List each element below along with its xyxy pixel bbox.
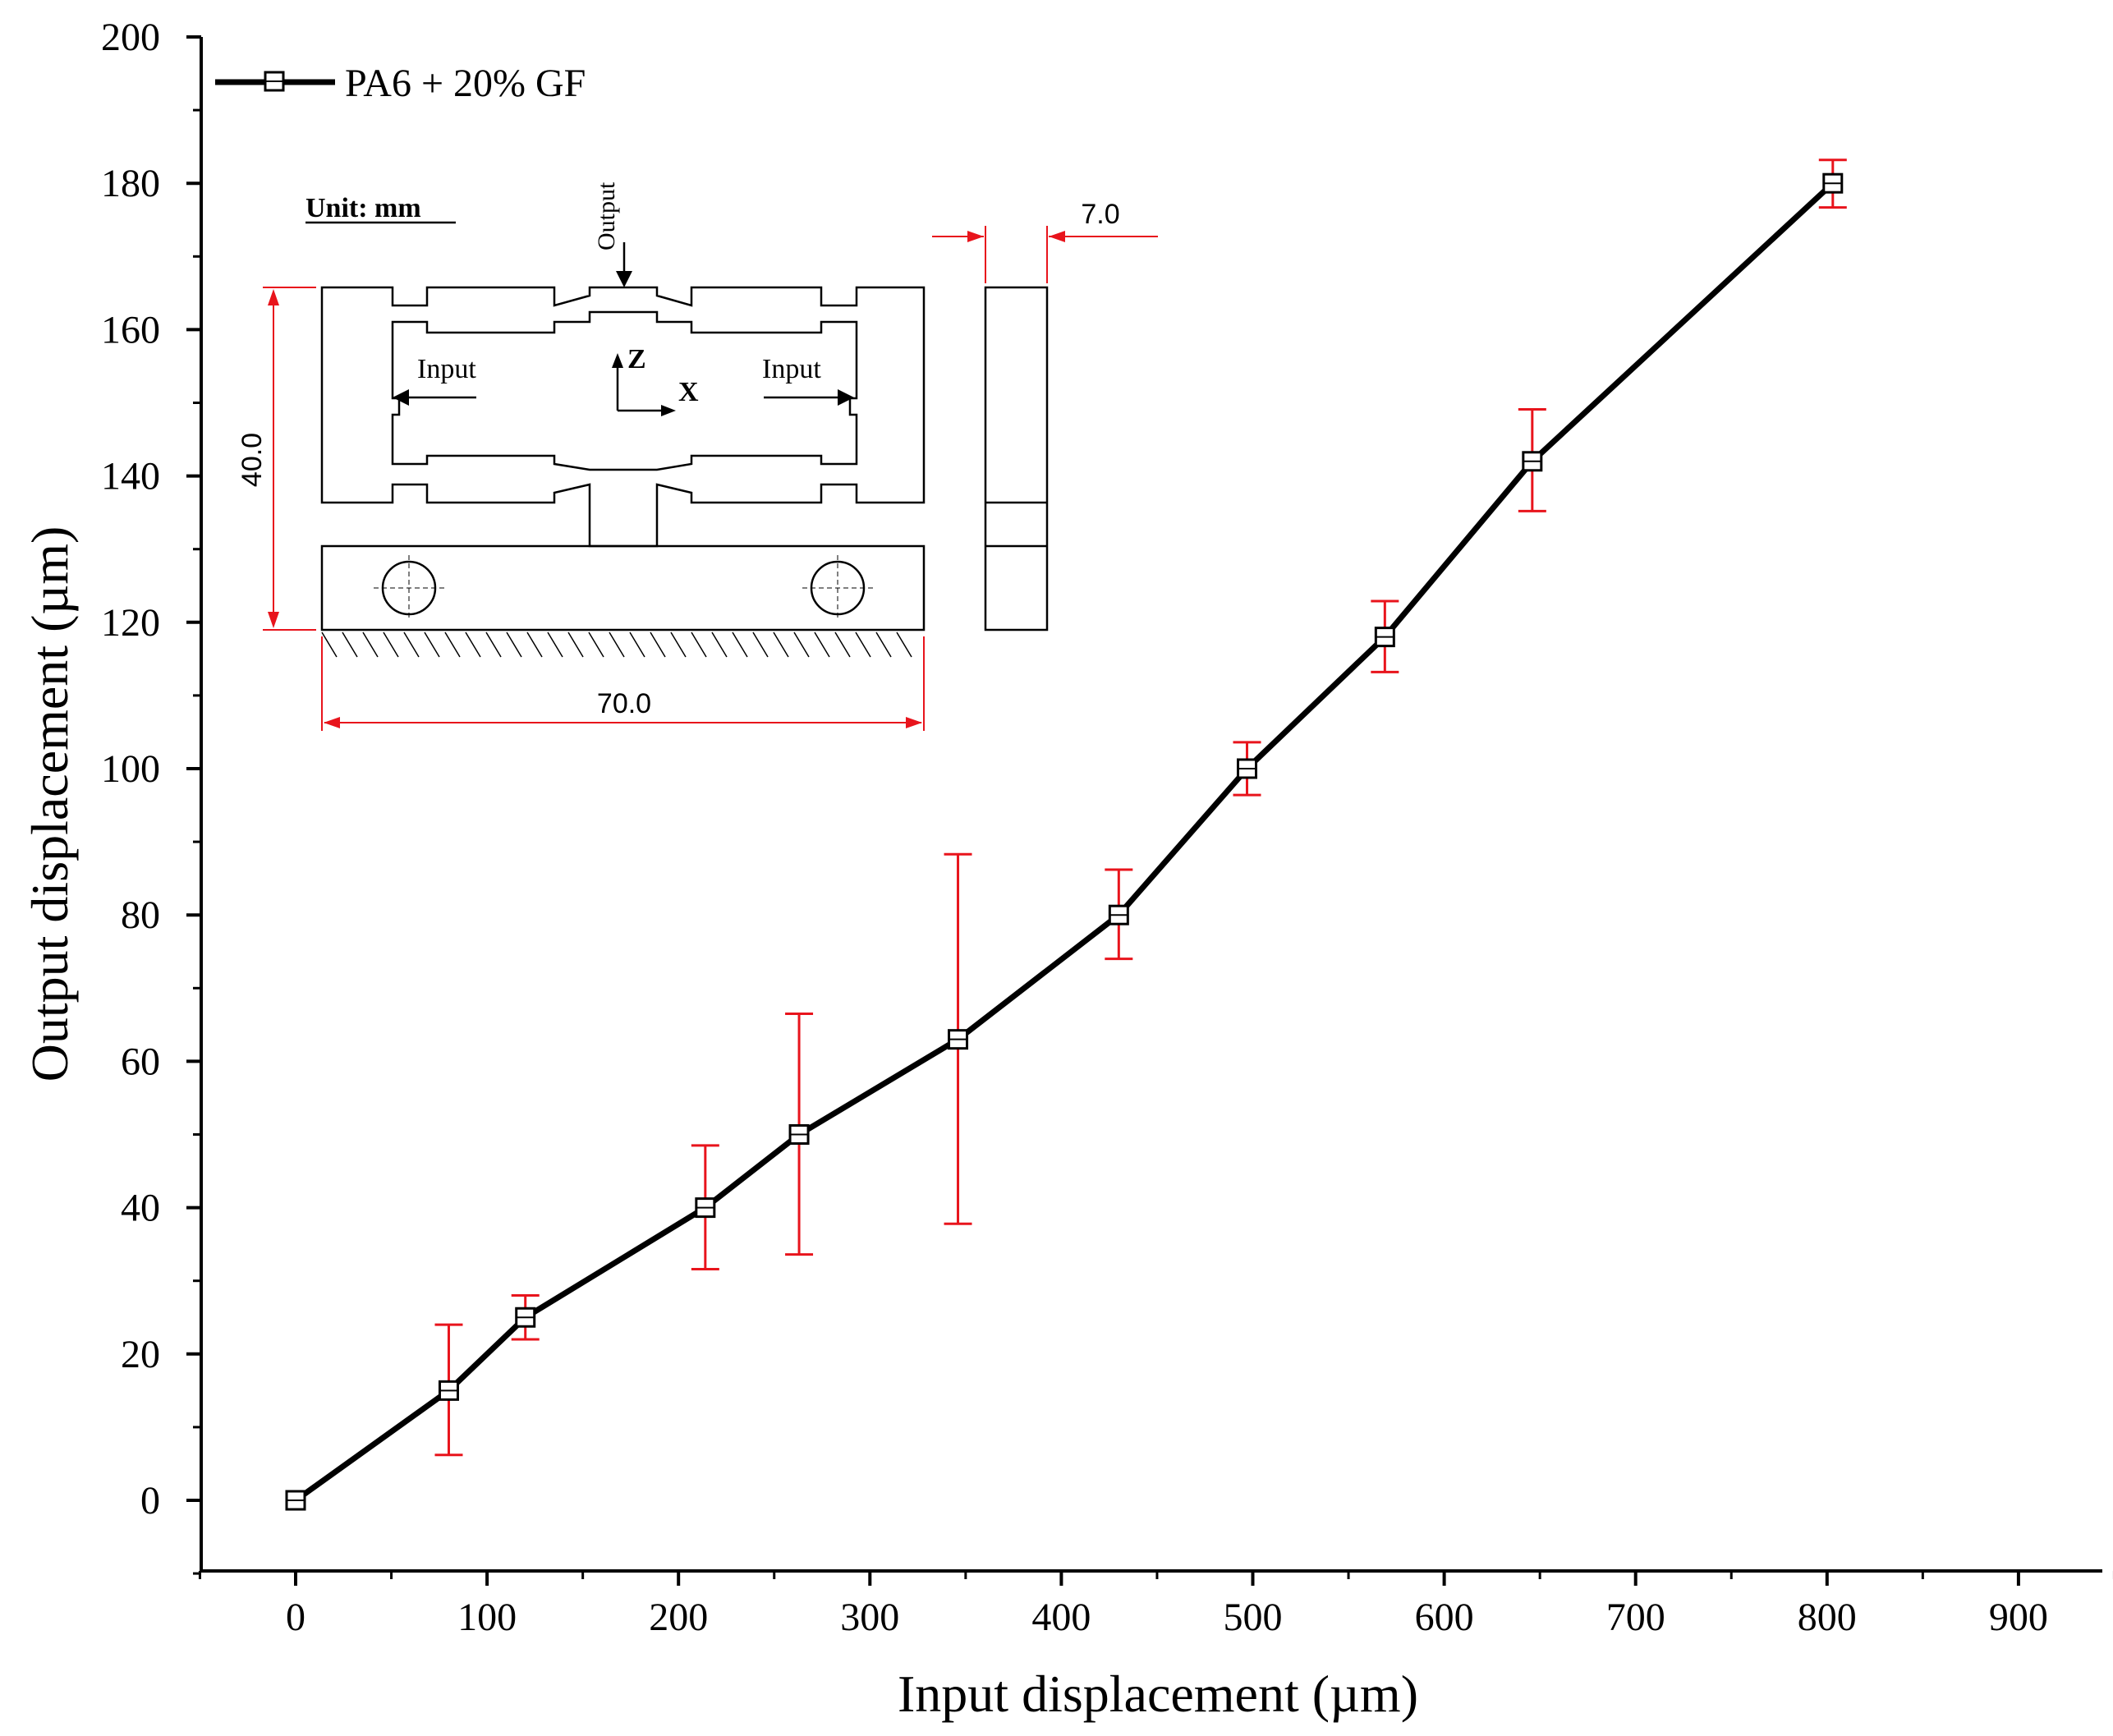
data-point — [1374, 627, 1395, 648]
y-tick-label: 140 — [101, 455, 160, 498]
data-point — [1108, 904, 1129, 925]
data-point — [515, 1307, 536, 1328]
y-tick-label: 0 — [140, 1479, 160, 1522]
data-point — [788, 1124, 810, 1145]
y-tick-label: 120 — [101, 601, 160, 645]
y-tick-label: 20 — [121, 1333, 160, 1376]
inset-input-right-label: Input — [762, 354, 821, 384]
data-point — [695, 1197, 716, 1219]
inset-base-block — [320, 544, 926, 631]
inset-input-right-arrowhead — [838, 389, 854, 406]
x-axis-ticks: 0 100 200 300 400 500 600 700 800 900 — [198, 1571, 2113, 1639]
x-tick-label: 500 — [1224, 1596, 1283, 1639]
inset-inner-cutout — [391, 310, 858, 471]
y-tick-label: 100 — [101, 747, 160, 791]
x-tick-label: 700 — [1606, 1596, 1665, 1639]
inset-dim-width-label: 70.0 — [597, 688, 651, 719]
x-tick-label: 0 — [286, 1596, 305, 1639]
inset-dim-height-label: 40.0 — [237, 433, 268, 487]
inset-dimensions — [263, 226, 1158, 731]
y-tick-label: 180 — [101, 162, 160, 205]
inset-ground-hatching — [321, 631, 912, 658]
legend-label: PA6 + 20% GF — [345, 62, 586, 105]
inset-axis-x-head — [661, 405, 676, 416]
inset-schematic: Unit: mm Output Input Input Z — [237, 181, 1158, 731]
x-axis-title: Input displacement (µm) — [898, 1665, 1418, 1723]
data-point — [1822, 172, 1844, 194]
x-tick-label: 400 — [1031, 1596, 1091, 1639]
inset-mechanism-outline — [320, 286, 926, 548]
inset-dim-thickness-label: 7.0 — [1081, 199, 1119, 230]
y-tick-label: 200 — [101, 16, 160, 59]
data-point — [438, 1380, 459, 1401]
x-tick-label: 900 — [1989, 1596, 2048, 1639]
data-point — [285, 1490, 306, 1511]
legend: PA6 + 20% GF — [215, 62, 586, 105]
data-point — [1522, 451, 1543, 472]
inset-axis-x-label: X — [678, 377, 699, 407]
inset-input-left-label: Input — [417, 354, 476, 384]
y-axis-title: Output displacement (µm) — [21, 526, 79, 1082]
data-point — [1237, 758, 1258, 779]
inset-output-arrowhead — [616, 271, 632, 287]
series-markers — [285, 172, 1844, 1511]
inset-unit-label: Unit: mm — [305, 193, 421, 223]
y-axis-ticks: 0 20 40 60 80 100 120 140 160 180 200 — [101, 16, 201, 1575]
inset-output-label: Output — [593, 181, 620, 250]
y-tick-label: 80 — [121, 893, 160, 937]
x-tick-label: 800 — [1798, 1596, 1857, 1639]
data-point — [948, 1029, 969, 1050]
y-tick-label: 60 — [121, 1040, 160, 1083]
inset-axis-z-head — [612, 353, 623, 368]
x-tick-label: 200 — [649, 1596, 708, 1639]
y-tick-label: 40 — [121, 1187, 160, 1230]
x-tick-label: 600 — [1415, 1596, 1474, 1639]
inset-axis-z-label: Z — [627, 344, 646, 374]
inset-input-left-arrowhead — [393, 389, 409, 406]
y-tick-label: 160 — [101, 308, 160, 351]
inset-side-view — [984, 286, 1049, 631]
x-tick-label: 100 — [457, 1596, 517, 1639]
x-tick-label: 300 — [840, 1596, 899, 1639]
